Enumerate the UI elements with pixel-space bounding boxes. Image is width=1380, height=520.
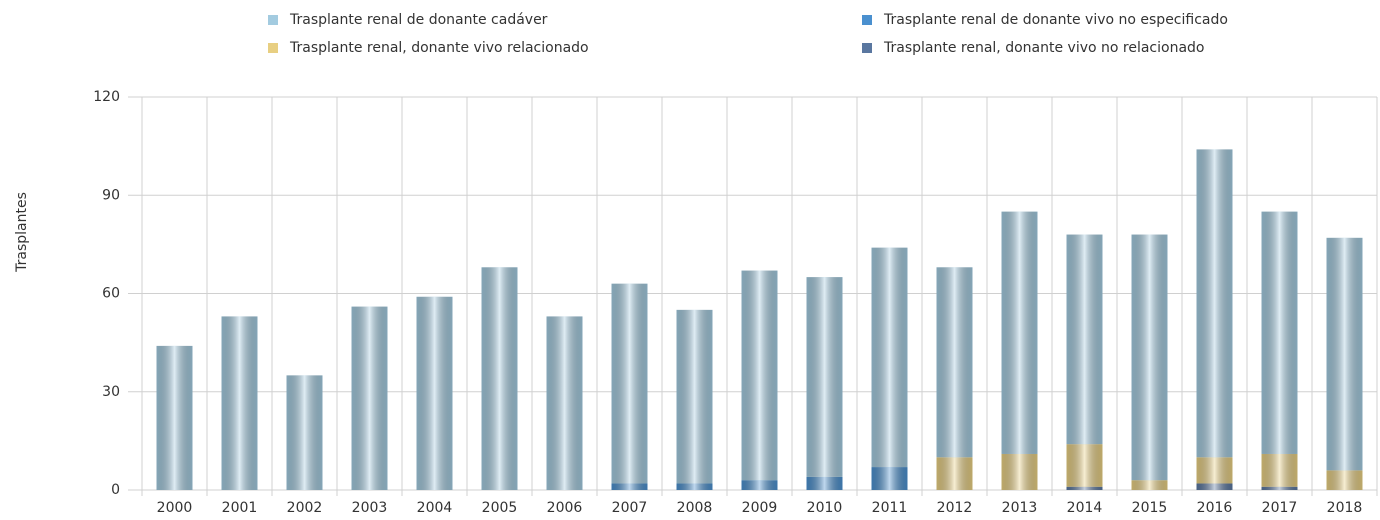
bar-shine [1196,483,1233,490]
x-tick-label: 2008 [677,500,713,516]
bar-shine [676,483,713,490]
bar-shine [1326,237,1363,471]
bar-shine [1131,234,1168,481]
bar-shine [611,483,648,490]
bar-shine [351,306,388,490]
bar-shine [806,277,843,477]
y-tick-label: 120 [93,89,120,105]
x-tick-label: 2000 [157,500,193,516]
bar-shine [1066,234,1103,445]
bar-shine [871,247,908,468]
y-axis-label: Trasplantes [14,192,30,273]
x-tick-label: 2003 [352,500,388,516]
bar-shine [1066,486,1103,490]
bar-shine [1001,453,1038,490]
bar-shine [416,296,453,490]
x-tick-label: 2010 [807,500,843,516]
x-tick-label: 2013 [1002,500,1038,516]
x-tick-label: 2002 [287,500,323,516]
x-tick-label: 2005 [482,500,518,516]
x-tick-label: 2017 [1262,500,1298,516]
bar-shine [1001,211,1038,454]
bar-shine [871,467,908,490]
legend-swatch [862,43,872,53]
bar-shine [1261,211,1298,454]
x-tick-label: 2007 [612,500,648,516]
x-tick-label: 2009 [742,500,778,516]
x-tick-label: 2018 [1327,500,1363,516]
bar-shine [936,457,973,490]
bar-shine [741,480,778,490]
bar-shine [806,476,843,490]
bar-shine [156,345,193,490]
x-tick-label: 2012 [937,500,973,516]
x-tick-label: 2015 [1132,500,1168,516]
x-tick-label: 2006 [547,500,583,516]
bar-shine [611,283,648,484]
bar-shine [1261,486,1298,490]
x-tick-label: 2016 [1197,500,1233,516]
legend-label: Trasplante renal de donante vivo no espe… [883,12,1228,28]
x-tick-label: 2011 [872,500,908,516]
bar-shine [481,267,518,490]
x-tick-label: 2001 [222,500,258,516]
bar-shine [741,270,778,481]
bar-shine [1196,149,1233,458]
bar-shine [1326,470,1363,490]
bar-shine [1196,457,1233,484]
bar-shine [546,316,583,490]
bar-shine [221,316,258,490]
x-tick-label: 2004 [417,500,453,516]
legend-swatch [268,15,278,25]
x-tick-label: 2014 [1067,500,1103,516]
legend-label: Trasplante renal de donante cadáver [289,12,548,28]
bar-shine [286,375,323,490]
bar-shine [676,309,713,484]
bar-shine [1261,453,1298,487]
legend-swatch [862,15,872,25]
bar-shine [1066,444,1103,487]
y-tick-label: 0 [111,482,120,498]
legend-swatch [268,43,278,53]
y-tick-label: 30 [102,384,120,400]
legend-label: Trasplante renal, donante vivo relaciona… [289,40,589,56]
legend-label: Trasplante renal, donante vivo no relaci… [883,40,1205,56]
y-tick-label: 90 [102,187,120,203]
bar-shine [1131,480,1168,490]
y-tick-label: 60 [102,286,120,302]
bar-shine [936,267,973,458]
